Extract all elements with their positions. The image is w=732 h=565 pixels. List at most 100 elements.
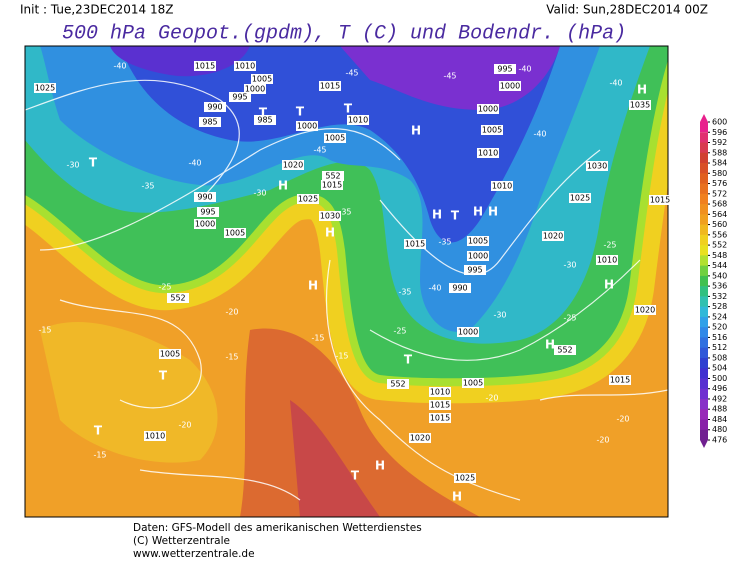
pressure-label-bg (319, 81, 341, 91)
valid-time: Valid: Sun,28DEC2014 00Z (546, 3, 708, 17)
temperature-label: -25 (158, 283, 171, 292)
map-frame (24, 45, 669, 518)
colorbar-swatch (700, 357, 708, 369)
temperature-label: -40 (518, 65, 531, 74)
temperature-label: -20 (616, 415, 629, 424)
pressure-label: 1005 (482, 126, 502, 135)
pressure-label-bg (554, 345, 576, 355)
colorbar-label: 528 (712, 302, 727, 311)
pressure-center: T (159, 369, 168, 383)
pressure-label-bg (569, 193, 591, 203)
temperature-label: -20 (485, 394, 498, 403)
pressure-label: 1000 (500, 82, 520, 91)
colorbar-swatch (700, 152, 708, 164)
temperature-label: -20 (596, 436, 609, 445)
pressure-center: T (344, 102, 353, 116)
colorbar-label: 564 (712, 210, 727, 219)
pressure-label: 1010 (145, 432, 165, 441)
pressure-label: 1005 (225, 229, 245, 238)
colorbar-swatch (700, 275, 708, 287)
colorbar-label: 480 (712, 425, 727, 434)
pressure-label-bg (467, 251, 489, 261)
colorbar-swatch (700, 296, 708, 308)
pressure-label: 1025 (35, 84, 55, 93)
temperature-label: -25 (393, 327, 406, 336)
colorbar-label: 536 (712, 282, 727, 291)
pressure-center: T (89, 156, 98, 170)
temperature-label: -45 (313, 146, 326, 155)
colorbar-swatch (700, 132, 708, 144)
colorbar-swatch (700, 316, 708, 328)
pressure-label: 1015 (322, 181, 342, 190)
colorbar-swatch (700, 347, 708, 359)
temperature-label: -15 (335, 352, 348, 361)
pressure-label-bg (194, 61, 216, 71)
pressure-label: 1020 (283, 161, 303, 170)
pressure-label: 1030 (587, 162, 607, 171)
colorbar-label: 520 (712, 323, 727, 332)
pressure-label-bg (467, 236, 489, 246)
pressure-label: 1010 (348, 116, 368, 125)
colorbar-swatch (700, 193, 708, 205)
pressure-label: 1005 (468, 237, 488, 246)
pressure-label: 1010 (430, 388, 450, 397)
pressure-label-bg (481, 125, 503, 135)
pressure-label: 1010 (235, 62, 255, 71)
pressure-label: 1000 (458, 328, 478, 337)
colorbar-label: 592 (712, 138, 727, 147)
pressure-label-bg (449, 283, 471, 293)
pressure-label-bg (244, 84, 266, 94)
colorbar-label: 500 (712, 374, 727, 383)
pressure-label-bg (387, 379, 409, 389)
temperature-label: -15 (311, 334, 324, 343)
pressure-label: 1015 (430, 401, 450, 410)
footer-url: www.wetterzentrale.de (133, 548, 255, 560)
pressure-center: T (296, 105, 305, 119)
colorbar-swatch (700, 183, 708, 195)
footer-source: Daten: GFS-Modell des amerikanischen Wet… (133, 522, 422, 534)
pressure-label-bg (144, 431, 166, 441)
colorbar-swatch (700, 245, 708, 256)
pressure-label: 552 (390, 380, 405, 389)
pressure-label: 1010 (478, 149, 498, 158)
pressure-label: 1015 (320, 82, 340, 91)
colorbar-swatch (700, 419, 708, 431)
pressure-label-bg (234, 61, 256, 71)
colorbar-swatch (700, 378, 708, 390)
colorbar-label: 524 (712, 312, 727, 321)
colorbar-swatch (700, 173, 708, 185)
colorbar-label: 484 (712, 415, 727, 424)
pressure-label-bg (34, 83, 56, 93)
colorbar-label: 560 (712, 220, 727, 229)
pressure-label: 1005 (463, 379, 483, 388)
pressure-label-bg (159, 349, 181, 359)
pressure-label-bg (282, 160, 304, 170)
pressure-label: 1025 (570, 194, 590, 203)
pressure-label-bg (197, 207, 219, 217)
colorbar-swatch (700, 265, 708, 277)
temperature-label: -15 (93, 451, 106, 460)
colorbar-label: 568 (712, 200, 727, 209)
pressure-label: 1010 (597, 256, 617, 265)
pressure-label: 1015 (650, 196, 670, 205)
colorbar-swatch (700, 429, 708, 448)
pressure-label-bg (319, 211, 341, 221)
colorbar-label: 540 (712, 271, 727, 280)
colorbar-label: 508 (712, 353, 727, 362)
pressure-label-bg (634, 305, 656, 315)
pressure-label-bg (296, 121, 318, 131)
colorbar-label: 556 (712, 230, 727, 239)
pressure-label-bg (204, 102, 226, 112)
temperature-label: -40 (609, 79, 622, 88)
pressure-center: H (545, 338, 555, 352)
colorbar-swatch (700, 234, 708, 246)
temperature-label: -15 (38, 326, 51, 335)
pressure-label-bg (429, 387, 451, 397)
pressure-label-bg (596, 255, 618, 265)
pressure-label: 1015 (610, 376, 630, 385)
pressure-label-bg (454, 473, 476, 483)
temperature-label: -30 (493, 311, 506, 320)
colorbar-label: 544 (712, 261, 727, 270)
